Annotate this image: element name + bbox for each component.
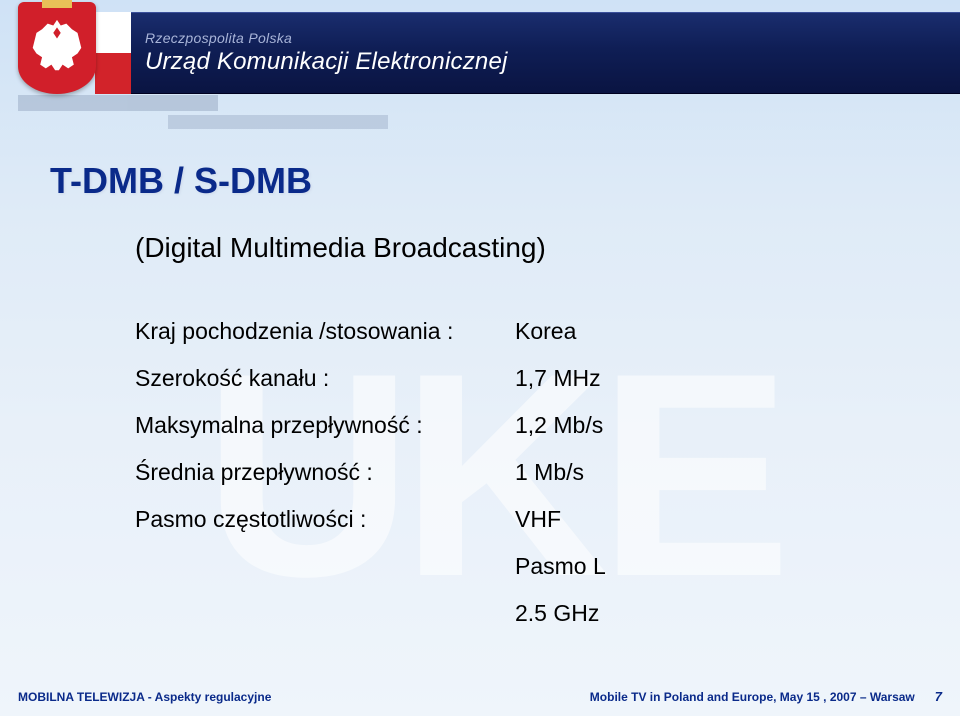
row-value: Pasmo L: [515, 553, 606, 580]
footer-right-group: Mobile TV in Poland and Europe, May 15 ,…: [590, 689, 942, 704]
footer-left: MOBILNA TELEWIZJA - Aspekty regulacyjne: [18, 690, 271, 704]
table-row: Średnia przepływność : 1 Mb/s: [135, 459, 606, 486]
header-bar: Rzeczpospolita Polska Urząd Komunikacji …: [95, 12, 960, 94]
row-label: Pasmo częstotliwości :: [135, 506, 515, 533]
row-label: [135, 600, 515, 627]
table-row: 2.5 GHz: [135, 600, 606, 627]
row-value: 2.5 GHz: [515, 600, 599, 627]
row-value: 1,2 Mb/s: [515, 412, 603, 439]
content-region: T-DMB / S-DMB (Digital Multimedia Broadc…: [50, 160, 910, 264]
eagle-icon: [29, 16, 85, 76]
slide-subtitle: (Digital Multimedia Broadcasting): [135, 232, 910, 264]
header-line2: Urząd Komunikacji Elektronicznej: [145, 48, 960, 76]
footer: MOBILNA TELEWIZJA - Aspekty regulacyjne …: [18, 689, 942, 704]
row-label: Kraj pochodzenia /stosowania :: [135, 318, 515, 345]
table-row: Kraj pochodzenia /stosowania : Korea: [135, 318, 606, 345]
row-value: 1,7 MHz: [515, 365, 601, 392]
slide-title: T-DMB / S-DMB: [50, 160, 910, 202]
table-row: Szerokość kanału : 1,7 MHz: [135, 365, 606, 392]
table-row: Pasmo L: [135, 553, 606, 580]
row-label: Maksymalna przepływność :: [135, 412, 515, 439]
header-line1: Rzeczpospolita Polska: [145, 30, 960, 46]
row-label: [135, 553, 515, 580]
row-value: Korea: [515, 318, 576, 345]
table-row: Pasmo częstotliwości : VHF: [135, 506, 606, 533]
footer-right-text: Mobile TV in Poland and Europe, May 15 ,…: [590, 690, 915, 704]
row-value: VHF: [515, 506, 561, 533]
table-row: Maksymalna przepływność : 1,2 Mb/s: [135, 412, 606, 439]
row-value: 1 Mb/s: [515, 459, 584, 486]
poland-emblem: [18, 2, 113, 102]
spec-table: Kraj pochodzenia /stosowania : Korea Sze…: [135, 318, 606, 647]
row-label: Szerokość kanału :: [135, 365, 515, 392]
header-region: Rzeczpospolita Polska Urząd Komunikacji …: [0, 0, 960, 110]
page-number: 7: [935, 689, 942, 704]
row-label: Średnia przepływność :: [135, 459, 515, 486]
